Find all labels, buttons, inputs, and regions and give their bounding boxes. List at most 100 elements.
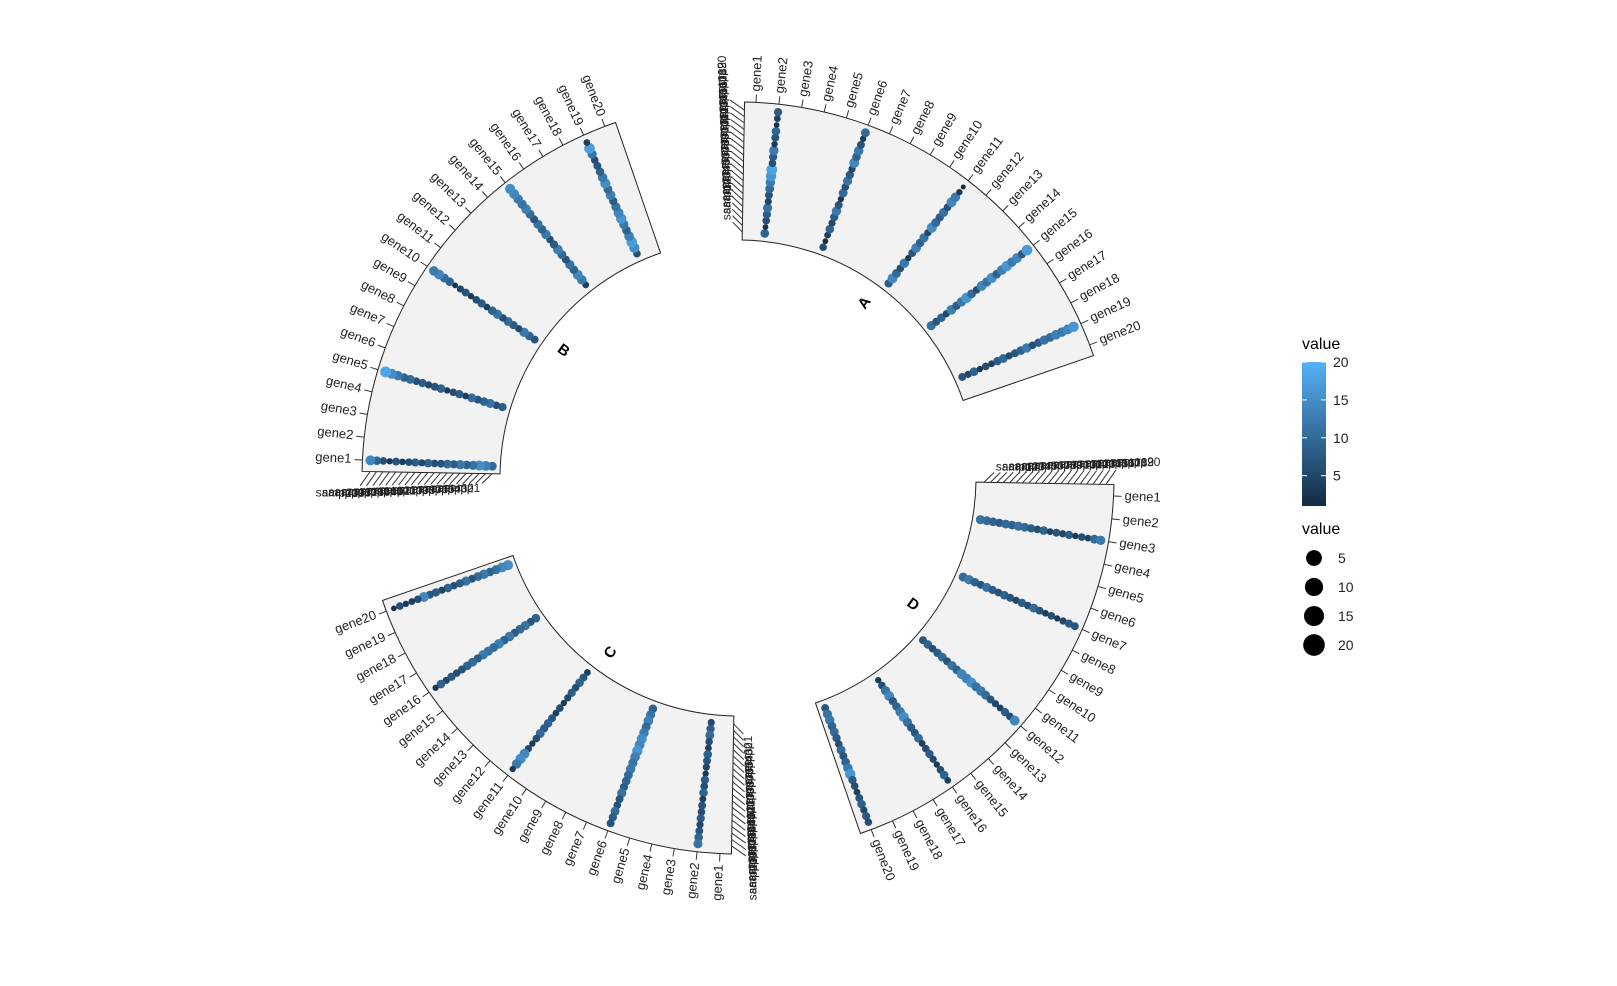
sample-tick: [391, 471, 403, 486]
facet-label-D: D: [904, 594, 923, 614]
sample-tick-label: samp19: [715, 62, 730, 105]
sample-tick-label: samp2: [719, 177, 734, 214]
sample-tick: [456, 472, 467, 485]
data-point: [939, 770, 949, 780]
gene-tick-label: gene9: [514, 806, 545, 845]
data-point: [860, 806, 868, 814]
data-point: [819, 243, 827, 252]
data-point: [856, 140, 865, 149]
data-point: [452, 282, 458, 289]
size-legend-dot: [1304, 577, 1324, 597]
facet-label-A: A: [854, 293, 874, 312]
sample-tick-label: samp7: [742, 774, 757, 811]
gene-tick: [601, 118, 606, 127]
sample-tick-label: samp6: [718, 152, 733, 189]
sample-tick-label: samp4: [719, 165, 734, 202]
sample-tick: [731, 845, 747, 857]
gene-tick: [1032, 239, 1040, 246]
sample-tick-label: samp20: [714, 55, 729, 98]
data-point: [762, 224, 769, 230]
sample-tick-label: samp5: [1021, 458, 1058, 473]
gene-tick: [891, 820, 897, 829]
data-point: [773, 108, 783, 117]
sample-tick: [730, 125, 745, 137]
gene-tick-label: gene6: [1099, 604, 1138, 631]
sample-tick: [731, 163, 744, 175]
gene-tick: [1080, 319, 1089, 325]
data-point: [593, 161, 602, 170]
data-point: [443, 387, 451, 394]
facet-label-B: B: [554, 341, 573, 361]
sample-tick: [378, 471, 390, 486]
gene-tick: [502, 774, 509, 782]
facet-C: gene1 gene2gene3gene4gene5gene6gene7gene8…: [332, 554, 760, 901]
sample-tick-label: samp10: [380, 483, 423, 498]
sample-tick: [732, 208, 743, 220]
sample-tick: [732, 749, 745, 760]
facet-A: gene1 gene2 gene3 gene4 gene5gene6gene7gene8…: [714, 55, 1143, 402]
gene-tick: [870, 829, 875, 838]
gene-tick-label: gene20: [1097, 318, 1143, 347]
sample-tick-label: samp2: [741, 742, 756, 779]
gene-tick: [1048, 689, 1056, 695]
data-point: [379, 457, 388, 465]
sample-tick-label: samp16: [744, 832, 759, 875]
gene-tick-label: gene2: [772, 56, 791, 94]
series-gene10: [429, 266, 539, 344]
data-point: [1035, 606, 1044, 615]
sample-tick-label: samp8: [399, 482, 436, 497]
data-point: [764, 197, 772, 206]
gene-tick: [778, 96, 781, 105]
sample-tick-label: samp15: [716, 87, 731, 130]
sample-tick: [1099, 469, 1110, 485]
data-point: [408, 598, 416, 605]
gene-tick: [1018, 221, 1025, 229]
gene-tick-label: gene19: [891, 827, 922, 873]
data-point: [875, 676, 882, 684]
sample-tick: [732, 774, 745, 786]
sample-tick: [411, 472, 422, 486]
data-point: [981, 362, 990, 371]
sample-tick: [731, 826, 746, 838]
data-point: [583, 669, 591, 676]
sample-tick: [404, 472, 416, 486]
sample-tick-label: samp14: [354, 484, 397, 499]
gene-tick-label: gene5: [331, 348, 370, 373]
sample-tick: [733, 723, 744, 735]
sample-tick-label: samp1: [444, 480, 481, 495]
data-point: [762, 203, 773, 213]
sample-tick-label: samp12: [1066, 456, 1109, 471]
gene-tick: [434, 242, 442, 249]
gene-tick: [1020, 725, 1028, 732]
data-point: [768, 159, 777, 168]
gene-tick-label: gene5: [841, 70, 866, 109]
data-point: [1039, 526, 1049, 535]
data-point: [857, 799, 866, 809]
gene-tick: [359, 412, 368, 415]
sample-tick-label: samp1: [996, 459, 1033, 474]
gene-tick-label: gene20: [332, 607, 378, 636]
sample-tick-label: samp1: [719, 184, 734, 221]
data-point: [697, 808, 706, 816]
sample-tick: [436, 472, 448, 485]
data-point: [606, 819, 615, 828]
gene-tick: [888, 126, 894, 135]
sample-tick-label: samp3: [431, 481, 468, 496]
sample-tick: [366, 471, 377, 487]
sample-tick-label: samp15: [348, 484, 391, 499]
gene-tick: [1059, 278, 1067, 284]
sample-tick: [423, 472, 435, 485]
data-point: [402, 600, 410, 607]
data-point: [455, 459, 465, 470]
gene-tick: [1046, 258, 1054, 265]
sample-tick: [1067, 470, 1078, 485]
sample-tick: [1105, 469, 1117, 485]
sample-tick-label: samp6: [412, 482, 449, 497]
gene-tick-label: gene6: [339, 324, 378, 351]
gene-tick: [1070, 298, 1079, 304]
gene-tick: [518, 162, 525, 170]
data-point: [918, 740, 926, 747]
size-legend-label: 15: [1338, 608, 1354, 624]
gene-tick-label: gene7: [1090, 626, 1129, 654]
colorbar-tick-label: 5: [1333, 468, 1341, 484]
